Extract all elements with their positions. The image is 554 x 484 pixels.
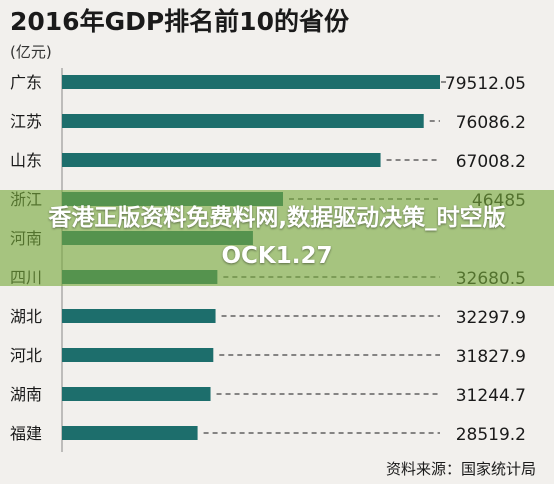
bar <box>62 426 198 440</box>
value-label: 76086.2 <box>456 113 526 133</box>
watermark-text: 香港正版资料免费料网,数据驱动决策_时空版OCK1.27 <box>48 205 506 269</box>
category-label: 山东 <box>10 151 42 170</box>
category-label: 福建 <box>10 424 42 443</box>
unit-label: (亿元) <box>10 43 52 61</box>
bar <box>62 114 424 128</box>
category-label: 江苏 <box>10 112 42 131</box>
value-label: 31827.9 <box>456 347 526 367</box>
category-label: 广东 <box>10 73 42 92</box>
value-label: 31244.7 <box>456 386 526 406</box>
value-label: 79512.05 <box>445 74 526 94</box>
category-label: 湖南 <box>10 385 42 404</box>
value-label: 32297.9 <box>456 308 526 328</box>
bar <box>62 75 440 89</box>
watermark-banner <box>0 190 554 286</box>
bar <box>62 348 214 362</box>
source-note: 资料来源：国家统计局 <box>386 460 536 478</box>
category-label: 河北 <box>10 346 42 365</box>
bar <box>62 387 211 401</box>
category-label: 湖北 <box>10 307 42 326</box>
value-label: 67008.2 <box>456 152 526 172</box>
value-label: 28519.2 <box>456 425 526 445</box>
bar <box>62 153 381 167</box>
bar <box>62 309 216 323</box>
chart-title: 2016年GDP排名前10的省份 <box>10 7 349 36</box>
